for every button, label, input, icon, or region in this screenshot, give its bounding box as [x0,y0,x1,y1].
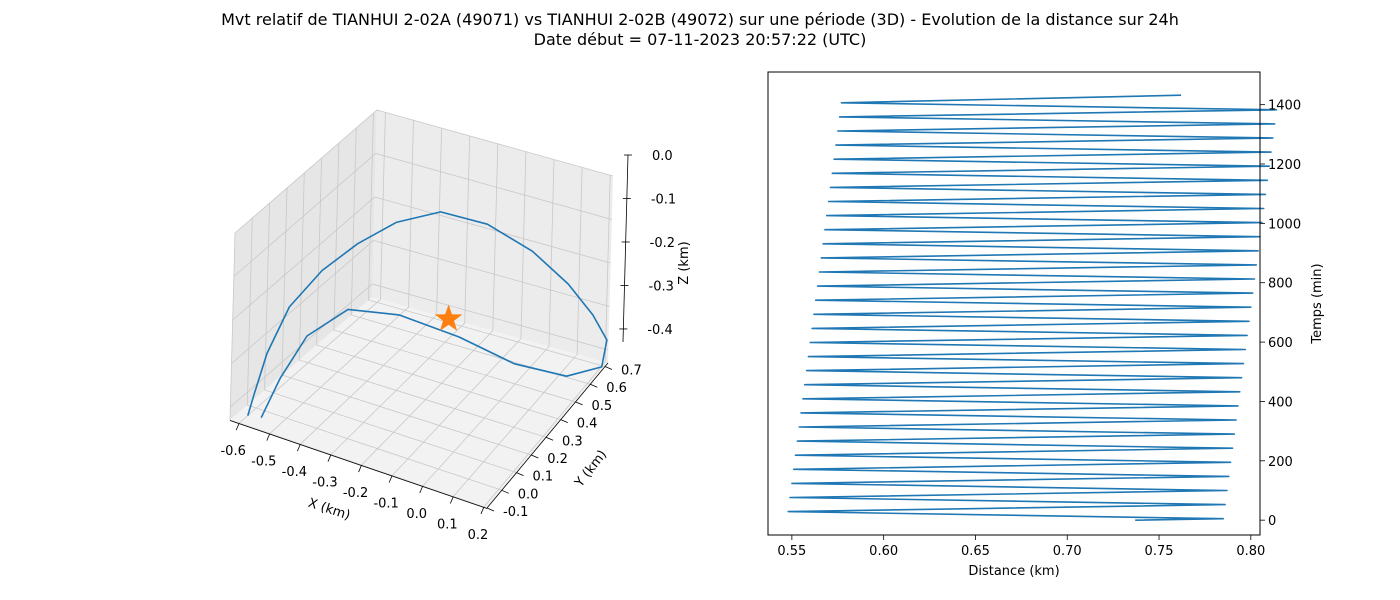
axis-y-label: Y (km) [572,448,611,491]
axis-y-label: Temps (min) [1310,263,1325,344]
grid-line-z [233,153,612,277]
plot-frame [767,71,1261,536]
axis-y-tick-label: 0.0 [518,487,539,502]
chart-distance-vs-time: 0.55 0.60 0.65 0.70 0.75 0.800 200 400 600 800 100… [767,71,1325,579]
pane-floor [230,297,608,508]
axis-z-label: Z (km) [677,241,692,284]
axis-x-tick [358,464,362,473]
axis-x-tick-label: 0.1 [437,517,458,532]
axis-y-tick-label: 0.6 [606,381,627,396]
grid-line-z [232,196,611,321]
axis-y-tick-label: 400 [1268,395,1293,410]
grid-line-x [452,167,583,497]
axis-x-tick-label: -0.5 [251,455,276,470]
axis-x-tick-label: 0.75 [1145,544,1174,559]
grid-line-x [238,112,386,424]
grid-line-y [229,232,488,509]
chart-3d-trajectory: -0.6 -0.5 -0.4 -0.3 -0.2 -0.1 0.0 0.1 0.2 -0.1 0.0… [220,109,692,543]
axis-y-tick [545,436,554,441]
axis-x-tick-label: -0.3 [312,476,337,491]
grid-line-z [234,109,614,234]
axis-x-line [229,420,488,509]
axis-z-tick-label: -0.1 [651,192,676,207]
axis-y-tick [486,507,495,512]
axis-y-tick [604,366,613,370]
pane-back-wall [372,110,613,363]
axis-x-tick [419,485,424,494]
axis-x-tick-label: 0.65 [961,544,990,559]
axis-x-tick-label: 0.0 [406,507,427,522]
grid-line-x [361,143,499,466]
axis-y-tick-label: 0.2 [547,452,568,467]
axis-y-tick [516,472,524,477]
axis-y-tick [575,401,583,406]
grid-line-x [269,120,414,434]
grid-line-y [298,172,547,438]
axis-z-tick-label: -0.4 [647,323,672,338]
axis-y-tick-label: 0 [1268,514,1276,529]
grid-line-x [391,151,527,476]
figure-title: Mvt relatif de TIANHUI 2-02A (49071) vs … [221,10,1179,29]
trajectory-line [247,211,608,419]
grid-line-y [333,142,576,403]
grid-line-x [483,175,611,508]
axis-x-tick [480,506,485,515]
axis-y-tick-label: 0.5 [592,399,613,414]
distance-series-line [787,94,1278,521]
axis-y-tick-label: 800 [1268,277,1293,292]
axis-y-tick-label: 1200 [1268,158,1301,173]
axis-y-tick [590,383,598,388]
axis-y-tick-label: -0.1 [503,505,528,520]
axis-y-tick-label: 1400 [1268,99,1301,114]
axis-x-tick [449,496,454,504]
axis-y-tick-label: 0.4 [577,417,598,432]
axis-x-tick-label: 0.55 [777,544,806,559]
axis-y-tick-label: 1000 [1268,217,1301,232]
axis-y-tick [531,454,539,459]
origin-star-marker [434,304,463,331]
axis-x-tick-label: -0.4 [282,465,307,480]
grid-line-z [231,240,610,364]
axis-x-tick-label: 0.80 [1236,544,1265,559]
axis-x-tick-label: -0.6 [220,444,245,459]
pane-left-wall [230,110,377,420]
axis-x-label: Distance (km) [968,564,1059,579]
axis-x-tick-label: -0.1 [373,497,398,512]
grid-line-y [316,157,561,420]
axis-z-line [622,154,629,343]
axis-z-tick-label: 0.0 [652,149,673,164]
axis-x-tick [327,454,332,462]
axis-x-tick [297,443,301,452]
grid-line-z [230,283,609,408]
axis-y-tick-label: 600 [1268,336,1293,351]
axis-x-tick-label: 0.60 [869,544,898,559]
grid-line-y [246,217,502,491]
grid-line-y [368,112,606,367]
axis-y-tick-label: 0.3 [562,434,583,449]
grid-line-x [422,159,555,487]
axis-y-tick [560,419,568,423]
axis-x-tick-label: 0.70 [1053,544,1082,559]
axis-y-tick [501,489,509,494]
grid-line-x [330,135,471,455]
axis-y-tick-label: 200 [1268,455,1293,470]
axis-x-tick-label: 0.2 [468,528,489,543]
axis-x-tick [266,433,271,441]
axis-x-tick [388,475,393,483]
axis-x-tick-label: -0.2 [343,486,368,501]
axis-y-line [486,362,609,509]
axis-y-tick-label: 0.1 [533,470,554,485]
grid-line-y [264,202,517,473]
figure-subtitle: Date début = 07-11-2023 20:57:22 (UTC) [533,30,867,49]
axis-z-tick-label: -0.2 [650,236,675,251]
axis-x-tick [235,422,240,431]
axis-y-tick-label: 0.7 [621,364,642,379]
axis-z-tick-label: -0.3 [649,279,674,294]
